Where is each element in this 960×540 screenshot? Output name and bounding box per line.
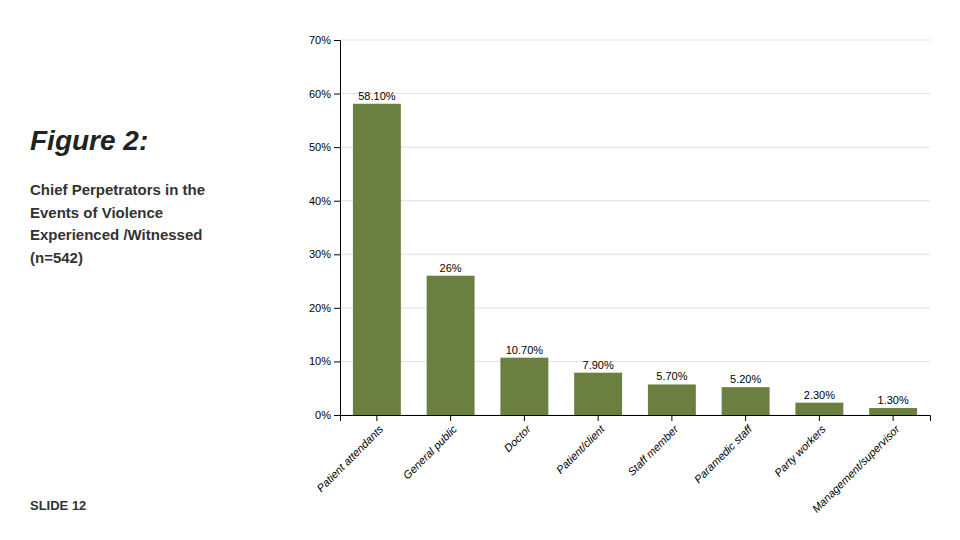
- axis-domain: [334, 41, 341, 416]
- bar: [500, 358, 548, 415]
- tick-mark: [745, 415, 746, 421]
- tick-mark: [598, 415, 599, 421]
- tick: Management/supervisor: [810, 415, 903, 515]
- tick-label: Patient attendants: [314, 423, 386, 495]
- tick-mark: [334, 361, 340, 362]
- tick-label: 0%: [315, 409, 331, 421]
- y-axis: 0% 10% 20% 30% 40% 50% 60% 70%: [309, 34, 341, 421]
- x-axis: Patient attendants General public Doctor Pa…: [314, 415, 930, 515]
- bar: [574, 373, 622, 415]
- tick-label: Paramedic staff: [692, 422, 755, 485]
- tick-mark: [671, 415, 672, 421]
- chart: Figure 2: Chief Perpetrators in theEvents…: [0, 0, 960, 540]
- tick: Patient attendants: [314, 415, 386, 494]
- tick-label: 60%: [309, 88, 331, 100]
- tick: Staff member: [625, 415, 681, 478]
- data-label: 1.30%: [878, 394, 909, 406]
- tick: 0%: [315, 409, 340, 421]
- data-labels: 58.10% 26% 10.70% 7.90% 5.70% 5.20% 2.30% 1.30%: [358, 90, 909, 406]
- axis-domain: [341, 416, 931, 422]
- tick-label: 20%: [309, 302, 331, 314]
- tick-mark: [819, 415, 820, 421]
- data-label: 2.30%: [804, 389, 835, 401]
- bar: [722, 387, 770, 415]
- tick-label: Staff member: [625, 422, 681, 478]
- data-label: 26%: [440, 262, 462, 274]
- tick: 50%: [309, 141, 340, 153]
- data-label: 10.70%: [506, 344, 544, 356]
- grid-line: [340, 93, 930, 94]
- grid-line: [340, 254, 930, 255]
- tick-label: Management/supervisor: [810, 422, 903, 515]
- tick-mark: [334, 147, 340, 148]
- tick: 40%: [309, 195, 340, 207]
- tick: Paramedic staff: [692, 415, 755, 485]
- tick-label: Doctor: [502, 422, 534, 454]
- tick: 20%: [309, 302, 340, 314]
- tick-label: Patient/client: [554, 422, 608, 476]
- tick: Patient/client: [554, 415, 608, 476]
- tick-mark: [334, 201, 340, 202]
- bar: [648, 384, 696, 415]
- tick: 70%: [309, 34, 340, 46]
- data-label: 7.90%: [583, 359, 614, 371]
- data-label: 5.70%: [656, 370, 687, 382]
- tick-mark: [334, 308, 340, 309]
- tick-label: 70%: [309, 34, 331, 46]
- tick-mark: [376, 415, 377, 421]
- tick: Party workers: [772, 415, 828, 479]
- bar: [869, 408, 917, 415]
- plot: 0% 10% 20% 30% 40% 50% 60% 70% Patient attendant…: [309, 34, 931, 515]
- tick-mark: [334, 254, 340, 255]
- tick-label: Party workers: [772, 423, 828, 479]
- bars: [353, 104, 917, 415]
- tick-mark: [524, 415, 525, 421]
- data-label: 5.20%: [730, 373, 761, 385]
- bar: [427, 276, 475, 415]
- tick-label: 50%: [309, 141, 331, 153]
- tick: General public: [401, 415, 460, 481]
- tick-label: 40%: [309, 195, 331, 207]
- tick-mark: [450, 415, 451, 421]
- tick-label: General public: [401, 423, 460, 482]
- grid-line: [340, 147, 930, 148]
- grid-line: [340, 200, 930, 201]
- tick: 10%: [309, 355, 340, 367]
- tick: 30%: [309, 248, 340, 260]
- tick-mark: [893, 415, 894, 421]
- grid-line: [340, 40, 930, 41]
- bar: [353, 104, 401, 415]
- title: Figure 2:: [30, 125, 148, 156]
- tick-mark: [334, 40, 340, 41]
- tick-mark: [334, 415, 340, 416]
- subtitle: Chief Perpetrators in theEvents of Viole…: [30, 181, 205, 266]
- data-label: 58.10%: [358, 90, 396, 102]
- bar: [795, 403, 843, 415]
- tick-label: 30%: [309, 248, 331, 260]
- grid: [340, 40, 930, 415]
- tick-mark: [334, 94, 340, 95]
- tick: 60%: [309, 88, 340, 100]
- annotation: SLIDE 12: [30, 498, 86, 513]
- tick: Doctor: [502, 415, 534, 454]
- tick-label: 10%: [309, 355, 331, 367]
